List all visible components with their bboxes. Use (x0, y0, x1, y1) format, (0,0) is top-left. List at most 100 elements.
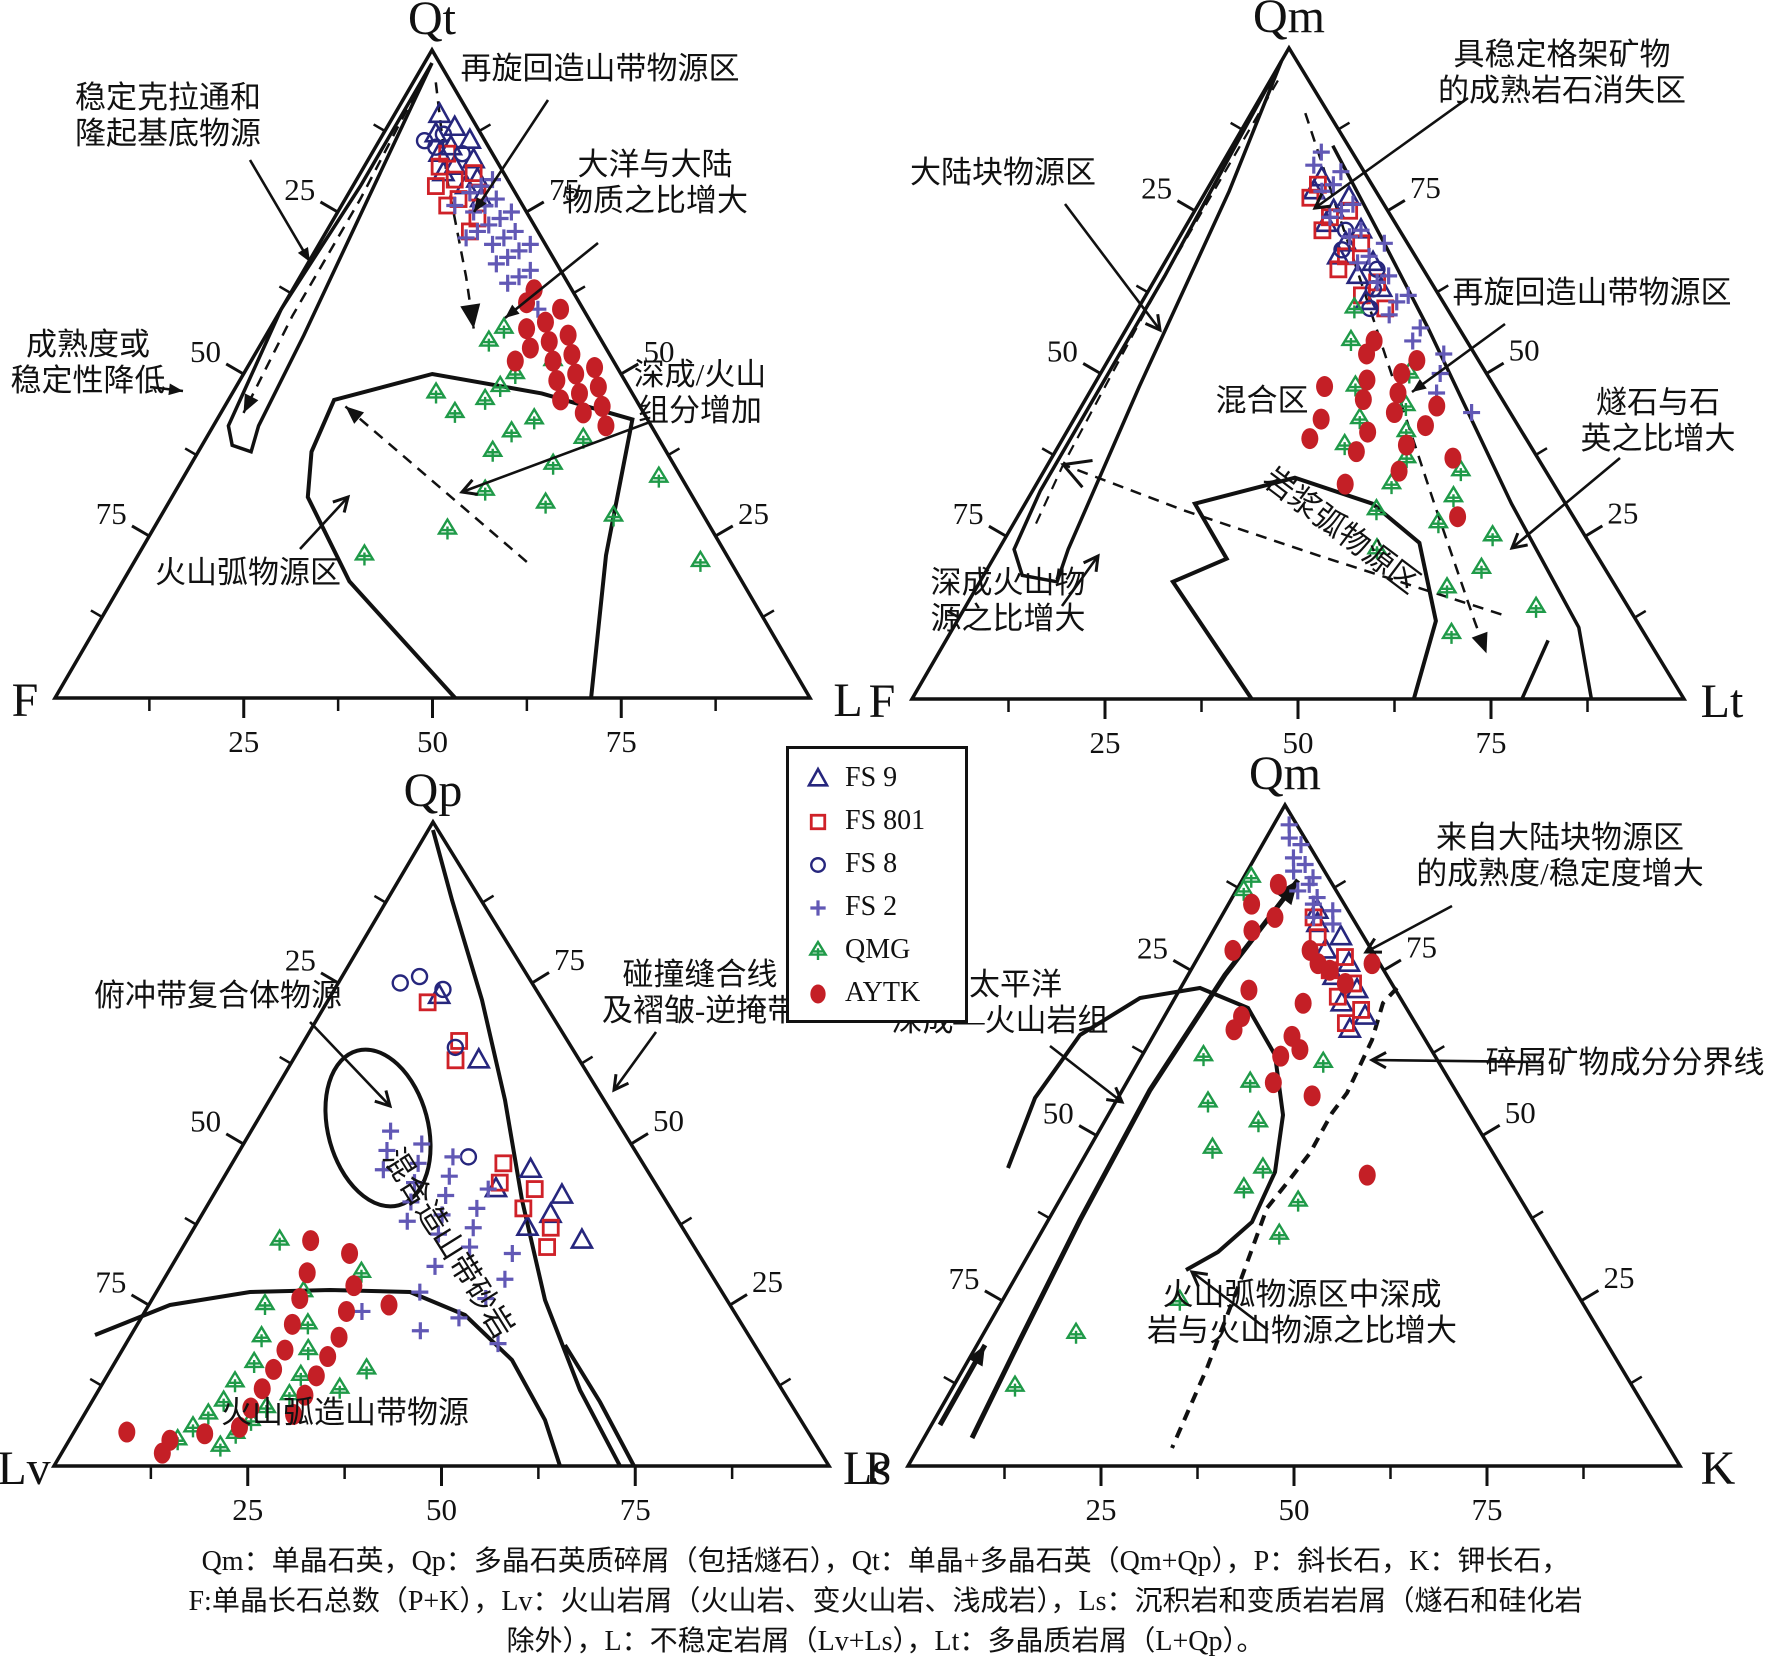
field-boundary (969, 878, 1300, 1440)
diagram-qmpk: 25 50 75 75 50 25 25 50 75 Qm P K 来自大陆块物源区的成熟度/稳定度增大… (865, 747, 1765, 1527)
svg-text:深成/火山: 深成/火山 (634, 357, 767, 392)
legend-item-fs8: FS 8 (803, 848, 965, 879)
triangle-outline (50, 818, 833, 1468)
svg-text:的成熟岩石消失区: 的成熟岩石消失区 (1438, 73, 1686, 108)
svg-text:混合区: 混合区 (1216, 383, 1309, 418)
legend-item-fs2: FS 2 (803, 891, 965, 922)
legend-label: FS 8 (845, 848, 898, 879)
series-fs2 (1305, 143, 1481, 422)
tick-label: 25 (284, 172, 315, 207)
tick-label: 50 (1505, 1095, 1536, 1130)
tick-label: 75 (1472, 1492, 1503, 1527)
legend-item-aytk: AYTK (803, 977, 965, 1008)
fs9-marker-icon (803, 763, 833, 793)
svg-text:及褶皱-逆掩带: 及褶皱-逆掩带 (602, 993, 798, 1028)
legend-label: AYTK (845, 977, 921, 1008)
svg-text:再旋回造山带物源区: 再旋回造山带物源区 (1453, 275, 1732, 310)
legend-label: QMG (845, 934, 911, 965)
caption-line: Qm：单晶石英，Qp：多晶石英质碎屑（包括燧石），Qt：单晶+多晶石英（Qm+Q… (201, 1546, 1570, 1577)
svg-text:成熟度或: 成熟度或 (26, 327, 150, 362)
tick-label: 25 (1607, 495, 1638, 530)
tick-label: 75 (554, 942, 585, 977)
tick-label: 75 (1476, 725, 1507, 760)
svg-text:深成火山物: 深成火山物 (931, 565, 1086, 600)
corner-label-right: Lt (1701, 675, 1744, 728)
legend-label: FS 801 (845, 805, 926, 836)
svg-text:稳定性降低: 稳定性降低 (11, 363, 166, 398)
svg-text:火山弧造山带物源: 火山弧造山带物源 (221, 1395, 469, 1430)
svg-text:英之比增大: 英之比增大 (1581, 421, 1736, 456)
svg-text:火山弧物源区: 火山弧物源区 (155, 555, 341, 590)
tick-label: 50 (1279, 1492, 1310, 1527)
field-boundary (1520, 639, 1550, 700)
tick-label: 25 (232, 1492, 263, 1527)
corner-label-right: Ls (843, 1442, 891, 1495)
corner-label-top: Qm (1253, 0, 1325, 43)
tick-label: 50 (644, 334, 675, 369)
series-aytk (118, 1230, 398, 1464)
tick-label: 50 (1047, 333, 1078, 368)
field-boundary (226, 62, 434, 455)
field-boundary (305, 371, 635, 700)
series-aytk (506, 279, 615, 437)
tick-label: 25 (1090, 725, 1121, 760)
svg-text:的成熟度/稳定度增大: 的成熟度/稳定度增大 (1416, 856, 1704, 891)
tick-label: 75 (549, 172, 580, 207)
svg-text:组分增加: 组分增加 (638, 393, 762, 428)
svg-text:来自大陆块物源区: 来自大陆块物源区 (1436, 820, 1684, 855)
svg-text:岩与火山物源之比增大: 岩与火山物源之比增大 (1147, 1313, 1457, 1348)
annotation: 火山弧造山带物源 (221, 1395, 469, 1430)
field-boundary (563, 1343, 636, 1467)
series-qmg (167, 1228, 378, 1457)
series-fs8 (391, 967, 478, 1166)
tick-label: 50 (1283, 725, 1314, 760)
svg-text:再旋回造山带物源区: 再旋回造山带物源区 (461, 51, 740, 86)
fs8-marker-icon (803, 849, 833, 879)
diagram-qmflt: 25 50 75 75 50 25 25 50 75 Qm F Lt 具稳定格架矿物的成熟岩石消失区大陆… (869, 0, 1744, 760)
corner-label-left: Lv (0, 1442, 51, 1495)
annotation: 俯冲带复合体物源 (94, 978, 342, 1013)
tick-label: 50 (190, 334, 221, 369)
svg-text:大陆块物源区: 大陆块物源区 (910, 155, 1096, 190)
corner-label-top: Qt (408, 0, 457, 45)
caption-line: 除外），L：不稳定岩屑（Lv+Ls），Lt：多晶质岩屑（L+Qp）。 (506, 1625, 1265, 1657)
series-qmg (1004, 865, 1334, 1397)
svg-text:源之比增大: 源之比增大 (931, 601, 1086, 636)
field-boundary (1032, 79, 1279, 531)
field-boundary (1170, 986, 1399, 1449)
svg-text:稳定克拉通和: 稳定克拉通和 (75, 80, 261, 115)
caption-line: F:单晶长石总数（P+K），Lv：火山岩屑（火山岩、变火山岩、浅成岩），Ls：沉… (188, 1585, 1583, 1617)
svg-text:燧石与石: 燧石与石 (1596, 385, 1720, 420)
corner-label-top: Qm (1249, 747, 1321, 800)
legend-label: FS 2 (845, 891, 898, 922)
series-aytk (1224, 873, 1381, 1186)
annotation: 再旋回造山带物源区 (1453, 275, 1732, 310)
tick-label: 25 (738, 496, 769, 531)
series-fs8 (415, 125, 471, 163)
tick-label: 25 (1604, 1260, 1635, 1295)
legend-label: FS 9 (845, 762, 898, 793)
tick-label: 75 (1406, 930, 1437, 965)
annotation: 火山弧物源区 (155, 555, 341, 590)
field-boundary (1331, 144, 1594, 700)
tick-label: 75 (606, 724, 637, 759)
field-boundary (94, 1287, 562, 1467)
tick-label: 75 (953, 496, 984, 531)
field-boundary (1169, 475, 1438, 701)
corner-label-left: F (12, 674, 39, 727)
series-fs2 (1280, 816, 1342, 933)
field-boundary (323, 1047, 433, 1209)
annotation: 大陆块物源区 (910, 155, 1096, 190)
series-aytk (1301, 330, 1467, 528)
tick-label: 50 (190, 1104, 221, 1139)
series-qmg (353, 316, 712, 572)
